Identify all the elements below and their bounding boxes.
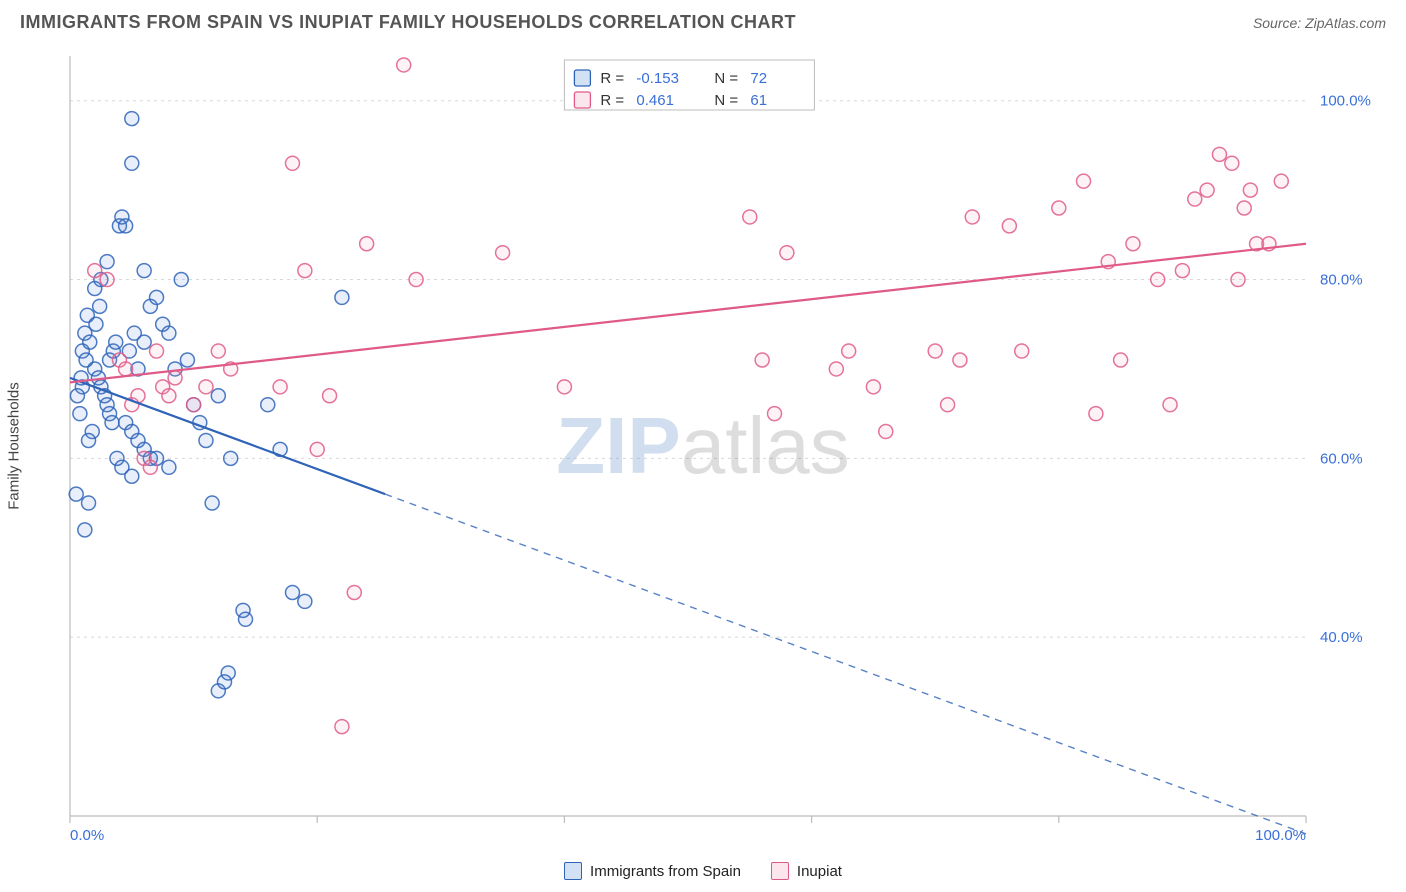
bottom-legend: Immigrants from Spain Inupiat xyxy=(0,862,1406,880)
svg-text:R =: R = xyxy=(600,92,624,109)
svg-text:0.0%: 0.0% xyxy=(70,827,104,844)
legend-item-spain: Immigrants from Spain xyxy=(564,862,741,880)
svg-text:100.0%: 100.0% xyxy=(1255,827,1306,844)
chart-title: IMMIGRANTS FROM SPAIN VS INUPIAT FAMILY … xyxy=(20,12,796,33)
chart-area: Family Households 40.0%60.0%80.0%100.0%0… xyxy=(20,46,1386,846)
svg-text:R =: R = xyxy=(600,70,624,87)
chart-header: IMMIGRANTS FROM SPAIN VS INUPIAT FAMILY … xyxy=(0,0,1406,39)
svg-text:100.0%: 100.0% xyxy=(1320,93,1371,110)
svg-text:40.0%: 40.0% xyxy=(1320,629,1363,646)
svg-text:0.461: 0.461 xyxy=(636,92,674,109)
legend-item-inupiat: Inupiat xyxy=(771,862,842,880)
svg-text:72: 72 xyxy=(750,70,767,87)
legend-swatch-spain xyxy=(564,862,582,880)
legend-label-spain: Immigrants from Spain xyxy=(590,863,741,880)
legend-swatch-inupiat xyxy=(771,862,789,880)
svg-text:N =: N = xyxy=(714,92,738,109)
svg-text:80.0%: 80.0% xyxy=(1320,272,1363,289)
y-axis-label: Family Households xyxy=(6,382,23,510)
svg-text:60.0%: 60.0% xyxy=(1320,450,1363,467)
legend-label-inupiat: Inupiat xyxy=(797,863,842,880)
chart-source: Source: ZipAtlas.com xyxy=(1253,15,1386,31)
svg-text:-0.153: -0.153 xyxy=(636,70,679,87)
svg-text:N =: N = xyxy=(714,70,738,87)
svg-text:61: 61 xyxy=(750,92,767,109)
scatter-plot: 40.0% 60.0% 80.0% 100.0% 0.0% 100.0% R = -0.153… xyxy=(60,46,1386,846)
